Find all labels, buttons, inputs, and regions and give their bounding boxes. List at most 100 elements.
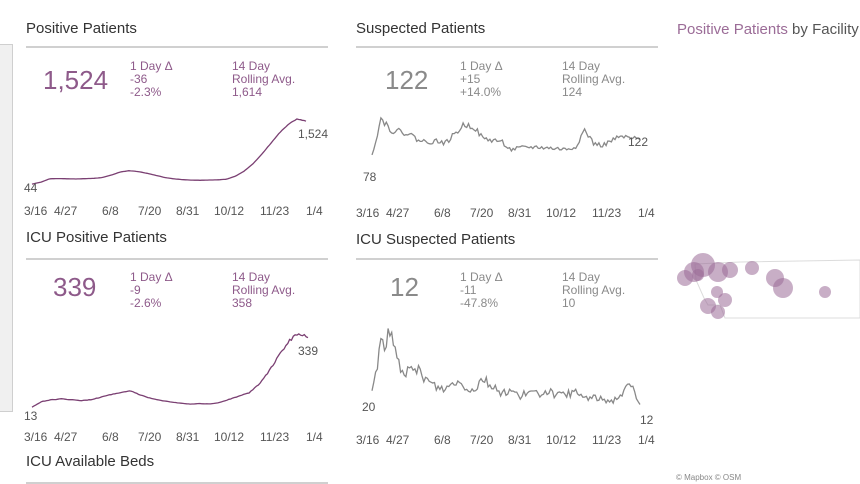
divider: [26, 46, 328, 48]
avg-label: 14 Day: [562, 270, 601, 284]
one-day-delta: 1 Day Δ -36 -2.3%: [130, 60, 173, 99]
x-tick-label: 11/23: [592, 433, 622, 447]
card-title: ICU Positive Patients: [26, 229, 167, 246]
series-line: [31, 333, 309, 408]
facility-bubble[interactable]: [677, 270, 693, 286]
x-tick-label: 1/4: [638, 433, 655, 447]
x-tick-label: 10/12: [214, 204, 245, 218]
facility-bubble[interactable]: [692, 269, 704, 281]
x-tick-label: 7/20: [138, 430, 162, 444]
x-tick-label: 4/27: [386, 433, 410, 447]
end-value-label: 339: [298, 344, 319, 358]
avg-value: 10: [562, 296, 576, 310]
facility-bubble[interactable]: [711, 286, 723, 298]
delta-pct: -47.8%: [460, 296, 499, 310]
icu-positive-patients-card: ICU Positive Patients 339 1 Day Δ -9 -2.…: [26, 229, 328, 429]
divider: [26, 258, 328, 260]
divider: [356, 46, 658, 48]
current-value: 12: [390, 272, 419, 302]
start-value-label: 44: [24, 181, 38, 195]
end-value-label: 12: [640, 413, 654, 427]
x-tick-label: 8/31: [176, 430, 200, 444]
series-line: [371, 116, 641, 156]
x-tick-label: 4/27: [54, 430, 78, 444]
positive-patients-sparkline: [31, 118, 307, 185]
x-tick-label: 6/8: [434, 206, 451, 220]
facility-bubble-map[interactable]: [670, 250, 860, 325]
delta-label: 1 Day Δ: [460, 270, 503, 284]
card-title: Suspected Patients: [356, 20, 486, 37]
delta-label: 1 Day Δ: [130, 59, 173, 73]
avg-value: 1,614: [232, 85, 263, 99]
x-tick-label: 11/23: [592, 206, 622, 220]
x-tick-label: 11/23: [260, 430, 290, 444]
suspected-patients-card: Suspected Patients 122 1 Day Δ +15 +14.0…: [356, 20, 658, 220]
facility-bubble[interactable]: [819, 286, 831, 298]
x-tick-label: 7/20: [138, 204, 162, 218]
icu-suspected-patients-sparkline: [371, 328, 641, 405]
avg-value: 358: [232, 296, 253, 310]
start-value-label: 78: [363, 170, 377, 184]
facility-bubble[interactable]: [745, 261, 759, 275]
avg-label: Rolling Avg.: [232, 72, 296, 86]
delta-pct: -2.6%: [130, 296, 162, 310]
current-value: 339: [53, 272, 97, 302]
x-tick-label: 11/23: [260, 204, 290, 218]
series-line: [371, 328, 641, 405]
x-tick-label: 8/31: [508, 433, 532, 447]
rolling-average: 14 Day Rolling Avg. 124: [562, 60, 625, 99]
avg-label: Rolling Avg.: [232, 283, 296, 297]
card-title: ICU Suspected Patients: [356, 231, 516, 248]
x-tick-label: 7/20: [470, 206, 494, 220]
delta-pct: -2.3%: [130, 85, 162, 99]
x-tick-label: 4/27: [54, 204, 78, 218]
delta-abs: -9: [130, 283, 141, 297]
card-title: Positive Patients: [26, 20, 137, 37]
card-title: ICU Available Beds: [26, 453, 155, 470]
series-line: [31, 118, 307, 185]
delta-label: 1 Day Δ: [130, 270, 173, 284]
delta-abs: +15: [460, 72, 481, 86]
facility-bubble[interactable]: [711, 305, 725, 319]
one-day-delta: 1 Day Δ +15 +14.0%: [460, 60, 503, 99]
x-tick-label: 4/27: [386, 206, 410, 220]
avg-value: 124: [562, 85, 583, 99]
x-tick-label: 6/8: [102, 430, 119, 444]
map-title-highlight: Positive Patients: [677, 21, 788, 38]
x-tick-label: 6/8: [102, 204, 119, 218]
rolling-average: 14 Day Rolling Avg. 358: [232, 271, 295, 310]
current-value: 122: [385, 65, 429, 95]
end-value-label: 122: [628, 135, 649, 149]
current-value: 1,524: [43, 65, 109, 95]
x-tick-label: 1/4: [306, 430, 323, 444]
x-tick-label: 8/31: [508, 206, 532, 220]
delta-label: 1 Day Δ: [460, 59, 503, 73]
x-tick-label: 3/16: [356, 433, 380, 447]
start-value-label: 13: [24, 409, 38, 423]
x-tick-label: 3/16: [24, 430, 48, 444]
x-tick-label: 6/8: [434, 433, 451, 447]
divider: [356, 258, 658, 260]
end-value-label: 1,524: [298, 127, 329, 141]
avg-label: Rolling Avg.: [562, 72, 626, 86]
x-tick-label: 8/31: [176, 204, 200, 218]
facility-bubble[interactable]: [773, 278, 793, 298]
x-tick-label: 10/12: [546, 206, 577, 220]
avg-label: 14 Day: [232, 59, 271, 73]
x-tick-label: 1/4: [306, 204, 323, 218]
map-title-rest: by Facility: [787, 21, 859, 38]
x-tick-label: 7/20: [470, 433, 494, 447]
icu-available-beds-card: ICU Available Beds: [26, 453, 328, 484]
rolling-average: 14 Day Rolling Avg. 1,614: [232, 60, 295, 99]
avg-label: 14 Day: [562, 59, 601, 73]
left-panel: [0, 44, 13, 412]
one-day-delta: 1 Day Δ -9 -2.6%: [130, 271, 173, 310]
one-day-delta: 1 Day Δ -11 -47.8%: [460, 271, 503, 310]
facility-bubble[interactable]: [722, 262, 738, 278]
map-attribution: © Mapbox © OSM: [676, 473, 742, 482]
x-tick-label: 3/16: [24, 204, 48, 218]
avg-label: 14 Day: [232, 270, 271, 284]
delta-abs: -11: [460, 283, 477, 297]
delta-pct: +14.0%: [460, 85, 502, 99]
facility-bubble[interactable]: [718, 293, 732, 307]
